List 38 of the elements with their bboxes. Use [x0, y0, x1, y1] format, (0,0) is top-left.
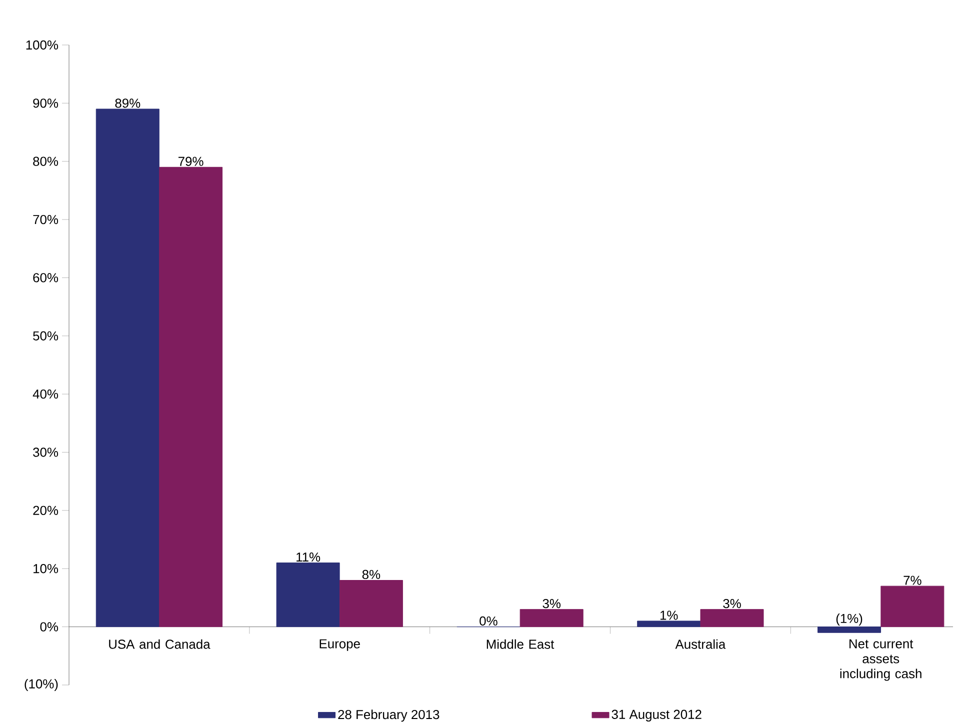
y-tick-label: 90% — [33, 98, 58, 108]
y-tick-label: 80% — [33, 156, 58, 166]
y-tick-label: 50% — [33, 331, 58, 340]
x-tick-label: Net current assets including cash — [840, 639, 922, 681]
y-tick-label: 30% — [33, 448, 58, 457]
bar — [700, 609, 764, 628]
bar — [880, 586, 944, 628]
data-label: 11% — [296, 552, 320, 562]
bar — [276, 562, 340, 628]
bar — [520, 609, 584, 628]
data-label: 7% — [904, 576, 922, 585]
y-tick-label: 20% — [33, 506, 58, 516]
legend-label: 31 August 2012 — [612, 710, 702, 722]
x-tick-label: USA and Canada — [109, 639, 210, 649]
bar — [637, 620, 701, 628]
data-label: (1%) — [836, 614, 862, 626]
y-tick-label: 70% — [33, 214, 58, 224]
bar — [818, 626, 882, 633]
y-tick-label: 0% — [40, 622, 58, 632]
data-label: 0% — [480, 616, 498, 626]
x-tick-label: Australia — [675, 639, 726, 649]
bar — [96, 108, 160, 628]
y-tick-label: 60% — [33, 273, 58, 282]
bar — [339, 580, 403, 628]
y-tick-label: 40% — [32, 389, 58, 399]
legend-label: 28 February 2013 — [338, 710, 440, 722]
x-tick-label: Europe — [320, 639, 360, 651]
data-label: 3% — [542, 598, 561, 608]
data-label: 89% — [115, 98, 140, 108]
data-label: 3% — [723, 598, 741, 608]
x-tick-label: Middle East — [486, 639, 554, 649]
data-label: 79% — [178, 156, 204, 166]
data-label: 8% — [362, 570, 380, 580]
y-tick-label: (10%) — [24, 678, 58, 692]
y-tick-label: 10% — [34, 564, 58, 574]
data-label: 1% — [660, 610, 678, 620]
y-tick-label: 100% — [26, 40, 58, 50]
bar — [159, 166, 223, 628]
